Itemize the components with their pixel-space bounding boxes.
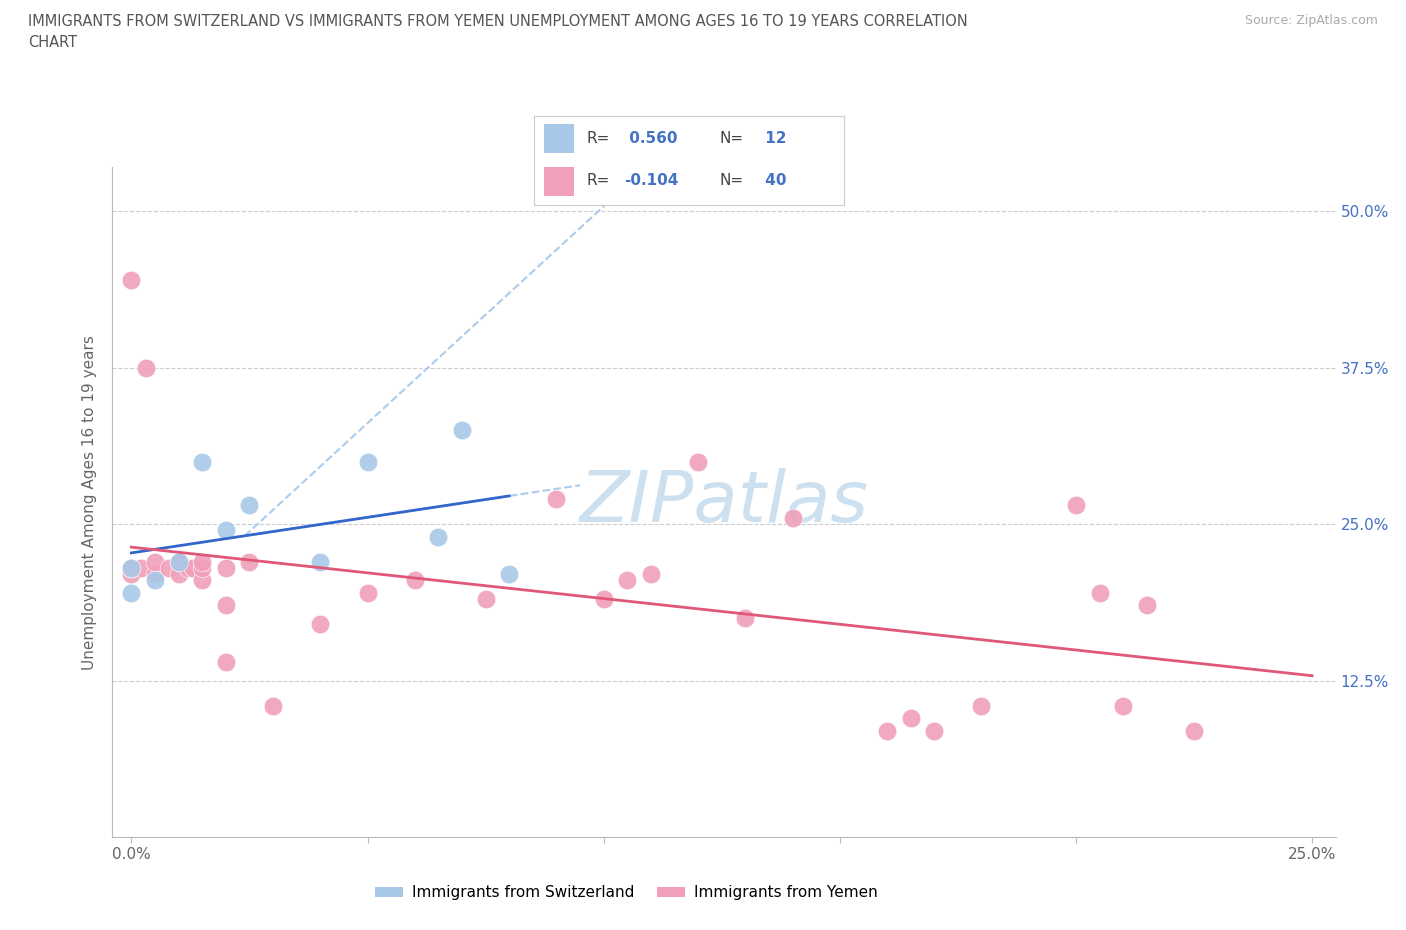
Point bbox=[181, 561, 204, 576]
Text: R=: R= bbox=[586, 173, 610, 188]
Point bbox=[309, 554, 332, 569]
Point bbox=[451, 423, 474, 438]
Point bbox=[356, 454, 378, 469]
Point bbox=[616, 573, 638, 588]
Point bbox=[1182, 724, 1205, 738]
Point bbox=[143, 573, 166, 588]
Point bbox=[1064, 498, 1087, 512]
Point bbox=[734, 610, 756, 625]
Point bbox=[157, 561, 180, 576]
Point bbox=[427, 529, 450, 544]
Point bbox=[356, 586, 378, 601]
Point bbox=[1112, 698, 1135, 713]
Point bbox=[1136, 598, 1159, 613]
Point bbox=[120, 561, 142, 576]
Text: 12: 12 bbox=[761, 131, 786, 146]
Point bbox=[167, 566, 190, 581]
Point bbox=[120, 561, 142, 576]
Bar bbox=[544, 166, 575, 196]
Point bbox=[167, 554, 190, 569]
Text: 40: 40 bbox=[761, 173, 786, 188]
Point bbox=[191, 561, 214, 576]
Point bbox=[262, 698, 284, 713]
Point bbox=[474, 591, 496, 606]
Text: 0.560: 0.560 bbox=[624, 131, 678, 146]
Point bbox=[191, 554, 214, 569]
Point bbox=[215, 523, 238, 538]
Text: N=: N= bbox=[720, 131, 744, 146]
Point bbox=[640, 566, 662, 581]
Point bbox=[215, 561, 238, 576]
Point bbox=[309, 617, 332, 631]
Point bbox=[167, 554, 190, 569]
Point bbox=[191, 573, 214, 588]
Text: Source: ZipAtlas.com: Source: ZipAtlas.com bbox=[1244, 14, 1378, 27]
Point bbox=[688, 454, 710, 469]
Point bbox=[238, 498, 260, 512]
Y-axis label: Unemployment Among Ages 16 to 19 years: Unemployment Among Ages 16 to 19 years bbox=[82, 335, 97, 670]
Point bbox=[238, 554, 260, 569]
Bar bbox=[544, 125, 575, 153]
Point bbox=[1088, 586, 1111, 601]
Text: -0.104: -0.104 bbox=[624, 173, 678, 188]
Point bbox=[498, 566, 520, 581]
Point bbox=[120, 566, 142, 581]
Point bbox=[404, 573, 426, 588]
Point bbox=[922, 724, 945, 738]
Point bbox=[191, 454, 214, 469]
Point bbox=[143, 566, 166, 581]
Point bbox=[546, 492, 568, 507]
Point bbox=[900, 711, 922, 725]
Point bbox=[120, 272, 142, 287]
Text: IMMIGRANTS FROM SWITZERLAND VS IMMIGRANTS FROM YEMEN UNEMPLOYMENT AMONG AGES 16 : IMMIGRANTS FROM SWITZERLAND VS IMMIGRANT… bbox=[28, 14, 967, 29]
Point bbox=[129, 561, 152, 576]
Point bbox=[177, 561, 200, 576]
Point bbox=[135, 360, 157, 375]
Text: R=: R= bbox=[586, 131, 610, 146]
Point bbox=[143, 554, 166, 569]
Point bbox=[215, 598, 238, 613]
Point bbox=[970, 698, 993, 713]
Point bbox=[782, 511, 804, 525]
Point bbox=[215, 655, 238, 670]
Text: ZIPatlas: ZIPatlas bbox=[579, 468, 869, 537]
Point bbox=[592, 591, 614, 606]
Text: CHART: CHART bbox=[28, 35, 77, 50]
Point bbox=[120, 586, 142, 601]
Legend: Immigrants from Switzerland, Immigrants from Yemen: Immigrants from Switzerland, Immigrants … bbox=[368, 879, 883, 907]
Text: N=: N= bbox=[720, 173, 744, 188]
Point bbox=[876, 724, 898, 738]
